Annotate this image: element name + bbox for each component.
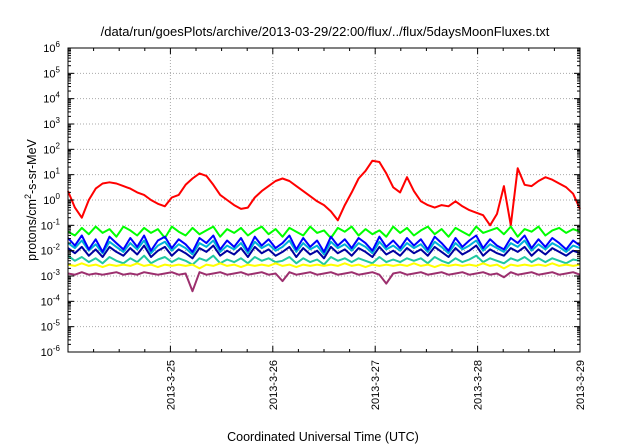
y-tick-label-exponent: 0 bbox=[56, 192, 61, 201]
y-tick-label-base: 10 bbox=[43, 119, 55, 131]
y-tick-label: 106 bbox=[43, 40, 60, 55]
x-tick-label: 2013-3-29 bbox=[575, 360, 587, 410]
y-tick-label-exponent: 1 bbox=[56, 167, 61, 176]
y-axis-label: protons/cm2-s-sr-MeV bbox=[23, 138, 39, 260]
x-tick-label: 2013-3-26 bbox=[268, 360, 280, 410]
y-tick-label-exponent: 4 bbox=[56, 91, 61, 100]
y-tick-label: 101 bbox=[43, 167, 60, 182]
x-tick-label: 2013-3-27 bbox=[370, 360, 382, 410]
y-tick-label-base: 10 bbox=[43, 144, 55, 156]
y-tick-label-base: 10 bbox=[41, 271, 53, 283]
y-tick-label-exponent: 3 bbox=[56, 116, 61, 125]
x-tick-labels: 2013-3-25 2013-3-26 2013-3-27 2013-3-28 2013… bbox=[165, 360, 587, 410]
y-tick-label-exponent: 5 bbox=[56, 65, 61, 74]
y-tick-label-base: 10 bbox=[43, 43, 55, 55]
series-line-4 bbox=[67, 234, 581, 253]
x-tick-label: 2013-3-25 bbox=[165, 360, 177, 410]
y-tick-label: 103 bbox=[43, 116, 60, 131]
y-tick-label-base: 10 bbox=[43, 94, 55, 106]
y-tick-label: 100 bbox=[43, 192, 60, 207]
axis-ticks bbox=[68, 47, 581, 353]
series-line-8 bbox=[67, 271, 581, 293]
y-tick-label-base: 10 bbox=[41, 246, 53, 258]
y-tick-label-exponent: 6 bbox=[56, 40, 61, 49]
y-tick-label: 10-6 bbox=[41, 344, 61, 359]
y-axis-label-main: protons/cm bbox=[25, 199, 39, 261]
y-axis-label-sup: 2 bbox=[23, 194, 33, 199]
y-tick-label: 102 bbox=[43, 141, 60, 156]
y-tick-label: 10-2 bbox=[41, 243, 61, 258]
y-tick-label-base: 10 bbox=[41, 322, 53, 334]
y-tick-label: 10-1 bbox=[41, 217, 61, 232]
series-line-7 bbox=[67, 262, 581, 270]
y-tick-label-exponent: 2 bbox=[56, 141, 61, 150]
y-tick-labels: 10610510410310210110010-110-210-310-410-… bbox=[41, 40, 61, 359]
data-series-group bbox=[67, 159, 581, 293]
x-axis-label: Coordinated Universal Time (UTC) bbox=[227, 430, 419, 444]
y-tick-label-base: 10 bbox=[41, 220, 53, 232]
y-tick-label-exponent: -5 bbox=[53, 319, 61, 328]
y-tick-label-exponent: -2 bbox=[53, 243, 61, 252]
series-line-1 bbox=[67, 159, 581, 227]
y-tick-label: 10-3 bbox=[41, 268, 61, 283]
y-tick-label-exponent: -6 bbox=[53, 344, 61, 353]
y-tick-label-exponent: -1 bbox=[53, 217, 61, 226]
y-tick-label: 105 bbox=[43, 65, 60, 80]
grid-lines bbox=[68, 48, 581, 352]
y-tick-label-base: 10 bbox=[43, 68, 55, 80]
y-axis-label-rest: -s-sr-MeV bbox=[25, 138, 39, 194]
series-line-5 bbox=[67, 244, 581, 260]
x-tick-label: 2013-3-28 bbox=[473, 360, 485, 410]
y-tick-label-base: 10 bbox=[43, 195, 55, 207]
y-tick-label: 104 bbox=[43, 91, 60, 106]
y-tick-label-base: 10 bbox=[41, 347, 53, 359]
series-line-3 bbox=[67, 239, 581, 256]
chart-title: /data/run/goesPlots/archive/2013-03-29/2… bbox=[101, 24, 550, 39]
y-tick-label: 10-4 bbox=[41, 293, 61, 308]
series-line-2 bbox=[67, 225, 581, 239]
y-tick-label-base: 10 bbox=[43, 170, 55, 182]
series-line-6 bbox=[67, 254, 581, 266]
y-tick-label-exponent: -3 bbox=[53, 268, 61, 277]
y-tick-label-exponent: -4 bbox=[53, 293, 61, 302]
y-tick-label: 10-5 bbox=[41, 319, 61, 334]
y-tick-label-base: 10 bbox=[41, 296, 53, 308]
